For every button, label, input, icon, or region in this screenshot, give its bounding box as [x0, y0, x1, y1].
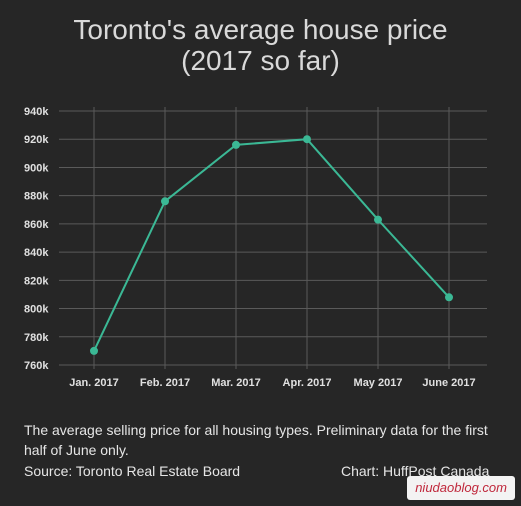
data-point: [374, 215, 382, 224]
x-tick-label: Mar. 2017: [211, 377, 261, 389]
series-line: [93, 138, 450, 352]
x-tick-label: June 2017: [422, 377, 475, 389]
y-tick-label: 760k: [24, 360, 49, 372]
y-tick-label: 780k: [24, 332, 49, 344]
data-point: [232, 140, 240, 149]
chart-credit: Chart: HuffPost Canada: [341, 463, 490, 479]
data-point: [303, 135, 311, 144]
y-tick-label: 860k: [24, 219, 49, 231]
x-tick-label: Apr. 2017: [283, 377, 332, 389]
watermark: niudaoblog.com: [407, 476, 515, 500]
title-line-2: (2017 so far): [181, 45, 340, 76]
y-tick-label: 900k: [24, 162, 49, 174]
y-tick-label: 940k: [24, 106, 49, 118]
y-tick-label: 840k: [24, 247, 49, 259]
data-point: [90, 346, 98, 355]
data-point: [445, 293, 453, 302]
chart-title: Toronto's average house price (2017 so f…: [0, 14, 521, 76]
data-point: [161, 197, 169, 206]
x-tick-label: Feb. 2017: [140, 377, 190, 389]
y-tick-label: 800k: [24, 304, 49, 316]
x-tick-label: Jan. 2017: [69, 377, 119, 389]
chart-source: Source: Toronto Real Estate Board: [24, 463, 241, 479]
y-tick-label: 920k: [24, 134, 49, 146]
title-line-1: Toronto's average house price: [73, 14, 448, 45]
line-chart: 760k 780k 800k 820k 840k 860k 880k 900k 920k 940k…: [24, 106, 487, 389]
y-tick-label: 880k: [24, 191, 49, 203]
x-tick-label: May 2017: [354, 377, 403, 389]
y-tick-label: 820k: [24, 275, 49, 287]
chart-note: The average selling price for all housin…: [24, 422, 488, 458]
